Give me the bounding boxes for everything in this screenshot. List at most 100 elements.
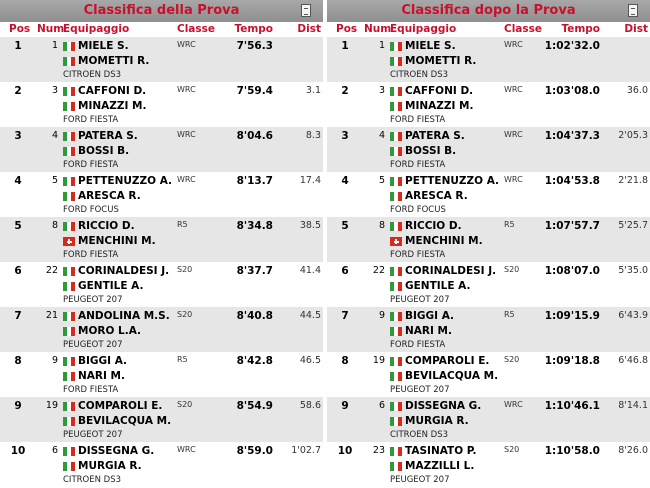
flag-icon xyxy=(63,222,75,231)
table-row: 10 23 TASINATO P. MAZZILLI L. PEUGEOT 20… xyxy=(327,442,650,487)
position: 1 xyxy=(341,40,349,52)
class: S20 xyxy=(177,310,193,319)
flag-icon xyxy=(390,87,402,96)
car-number: 19 xyxy=(372,355,385,366)
position: 2 xyxy=(341,85,349,97)
flag-icon xyxy=(390,267,402,276)
car-number: 22 xyxy=(45,265,58,276)
time: 8'04.6 xyxy=(236,130,273,142)
driver-name: PETTENUZZO A. xyxy=(78,175,173,187)
car-number: 19 xyxy=(45,400,58,411)
position: 3 xyxy=(341,130,349,142)
car-number: 4 xyxy=(51,130,58,141)
flag-icon xyxy=(63,177,75,186)
class: WRC xyxy=(177,445,196,454)
car-model: FORD FIESTA xyxy=(63,385,119,395)
table-header: Pos Num Equipaggio Classe Tempo Dist xyxy=(0,22,323,37)
table-row: 6 22 CORINALDESI J. GENTILE A. PEUGEOT 2… xyxy=(0,262,323,307)
table-row: 3 4 PATERA S. BOSSI B. FORD FIESTA WRC 8… xyxy=(0,127,323,172)
time: 1:04'53.8 xyxy=(544,175,600,187)
header-dist: Dist xyxy=(297,23,321,35)
time: 1:04'37.3 xyxy=(544,130,600,142)
codriver-name: MOMETTI R. xyxy=(78,55,150,67)
driver-name: PATERA S. xyxy=(78,130,138,142)
driver-name: COMPAROLI E. xyxy=(78,400,163,412)
flag-icon xyxy=(63,267,75,276)
car-model: CITROEN DS3 xyxy=(390,430,449,440)
class: WRC xyxy=(504,130,523,139)
gap: 6'43.9 xyxy=(618,310,648,321)
table-row: 1 1 MIELE S. MOMETTI R. CITROEN DS3 WRC … xyxy=(327,37,650,82)
driver-name: CAFFONI D. xyxy=(78,85,147,97)
stage-classification-panel: Classifica della Prova Pos Num Equipaggi… xyxy=(0,0,323,488)
class: WRC xyxy=(177,85,196,94)
flag-icon xyxy=(390,312,402,321)
flag-icon xyxy=(63,357,75,366)
table-row: 4 5 PETTENUZZO A. ARESCA R. FORD FOCUS W… xyxy=(327,172,650,217)
position: 10 xyxy=(337,445,353,457)
flag-icon xyxy=(390,147,402,156)
time: 8'42.8 xyxy=(236,355,273,367)
car-number: 6 xyxy=(51,445,58,456)
gap: 5'25.7 xyxy=(618,220,648,231)
driver-name: COMPAROLI E. xyxy=(405,355,490,367)
class: WRC xyxy=(504,85,523,94)
table-row: 2 3 CAFFONI D. MINAZZI M. FORD FIESTA WR… xyxy=(327,82,650,127)
driver-name: CORINALDESI J. xyxy=(405,265,497,277)
driver-name: BIGGI A. xyxy=(405,310,455,322)
codriver-name: MORO L.A. xyxy=(78,325,142,337)
class: S20 xyxy=(177,265,193,274)
codriver-name: MAZZILLI L. xyxy=(405,460,475,472)
flag-icon xyxy=(63,192,75,201)
driver-name: CORINALDESI J. xyxy=(78,265,170,277)
time: 7'56.3 xyxy=(236,40,273,52)
car-model: FORD FIESTA xyxy=(63,160,119,170)
driver-name: RICCIO D. xyxy=(78,220,135,232)
flag-icon xyxy=(390,132,402,141)
flag-icon xyxy=(63,282,75,291)
position: 5 xyxy=(341,220,349,232)
codriver-name: MURGIA R. xyxy=(78,460,142,472)
gap: 3.1 xyxy=(305,85,321,96)
driver-name: DISSEGNA G. xyxy=(405,400,482,412)
flag-icon xyxy=(63,312,75,321)
car-model: PEUGEOT 207 xyxy=(63,430,123,440)
codriver-name: GENTILE A. xyxy=(405,280,471,292)
position: 7 xyxy=(14,310,22,322)
position: 5 xyxy=(14,220,22,232)
class: R5 xyxy=(177,355,188,364)
gap: 8.3 xyxy=(305,130,321,141)
class: R5 xyxy=(504,220,515,229)
gap: 1'02.7 xyxy=(291,445,321,456)
driver-name: TASINATO P. xyxy=(405,445,477,457)
pdf-icon[interactable] xyxy=(628,4,638,17)
driver-name: PETTENUZZO A. xyxy=(405,175,500,187)
table-row: 3 4 PATERA S. BOSSI B. FORD FIESTA WRC 1… xyxy=(327,127,650,172)
position: 8 xyxy=(341,355,349,367)
panel-title-text: Classifica dopo la Prova xyxy=(401,3,576,18)
table-row: 8 19 COMPAROLI E. BEVILACQUA M. PEUGEOT … xyxy=(327,352,650,397)
gap: 44.5 xyxy=(299,310,321,321)
codriver-name: BEVILACQUA M. xyxy=(78,415,172,427)
flag-icon xyxy=(390,102,402,111)
pdf-icon[interactable] xyxy=(301,4,311,17)
codriver-name: GENTILE A. xyxy=(78,280,144,292)
class: WRC xyxy=(504,175,523,184)
class: WRC xyxy=(177,130,196,139)
flag-icon xyxy=(390,327,402,336)
panel-title-text: Classifica della Prova xyxy=(83,3,240,18)
position: 4 xyxy=(341,175,349,187)
flag-icon xyxy=(390,402,402,411)
codriver-name: MINAZZI M. xyxy=(405,100,474,112)
header-time: Tempo xyxy=(561,23,600,35)
time: 1:08'07.0 xyxy=(544,265,600,277)
flag-icon xyxy=(390,57,402,66)
gap: 41.4 xyxy=(299,265,321,276)
time: 8'37.7 xyxy=(236,265,273,277)
car-number: 1 xyxy=(378,40,385,51)
car-number: 3 xyxy=(378,85,385,96)
class: R5 xyxy=(504,310,515,319)
car-number: 9 xyxy=(378,310,385,321)
time: 1:07'57.7 xyxy=(544,220,600,232)
flag-icon xyxy=(390,222,402,231)
